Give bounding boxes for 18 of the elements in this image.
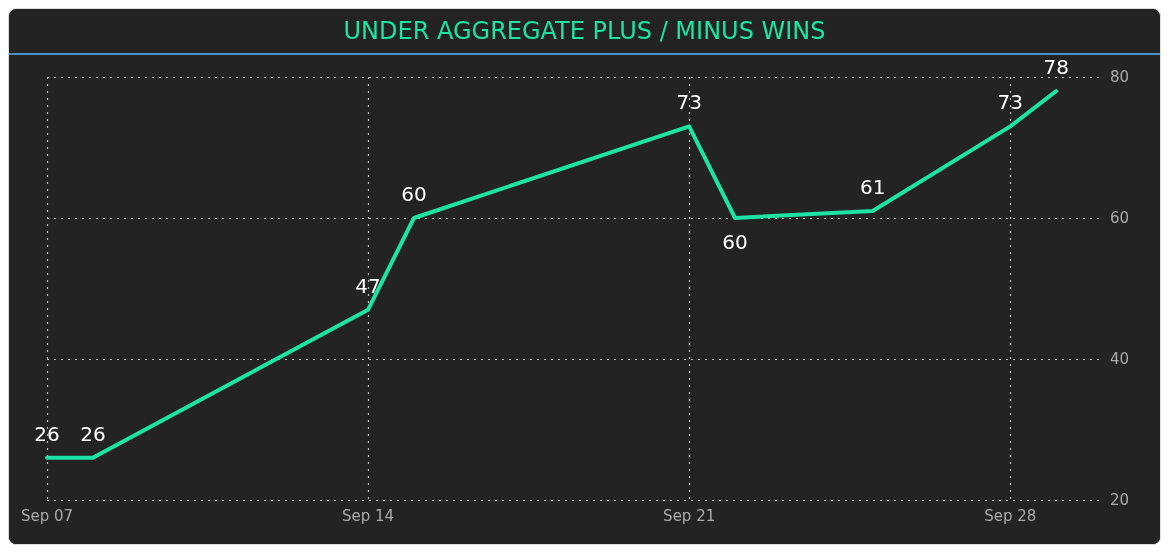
- x-tick-label: Sep 21: [663, 506, 716, 525]
- x-tick-label: Sep 14: [342, 506, 395, 525]
- data-label: 60: [722, 230, 748, 254]
- y-tick-label: 60: [1110, 209, 1130, 227]
- data-label: 26: [34, 421, 60, 446]
- data-label: 60: [401, 182, 427, 206]
- data-label: 61: [859, 174, 886, 199]
- y-tick-label: 20: [1110, 491, 1130, 509]
- x-tick-label: Sep 07: [20, 506, 74, 525]
- y-tick-label: 40: [1110, 350, 1130, 368]
- data-label: 47: [355, 273, 381, 298]
- data-label: 73: [676, 90, 702, 115]
- y-tick-label: 80: [1110, 68, 1130, 86]
- data-label: 26: [80, 421, 106, 446]
- x-tick-label: Sep 28: [984, 506, 1037, 525]
- chart-title: UNDER AGGREGATE PLUS / MINUS WINS: [9, 9, 1160, 55]
- data-label: 78: [1043, 55, 1069, 80]
- data-label: 73: [997, 90, 1023, 115]
